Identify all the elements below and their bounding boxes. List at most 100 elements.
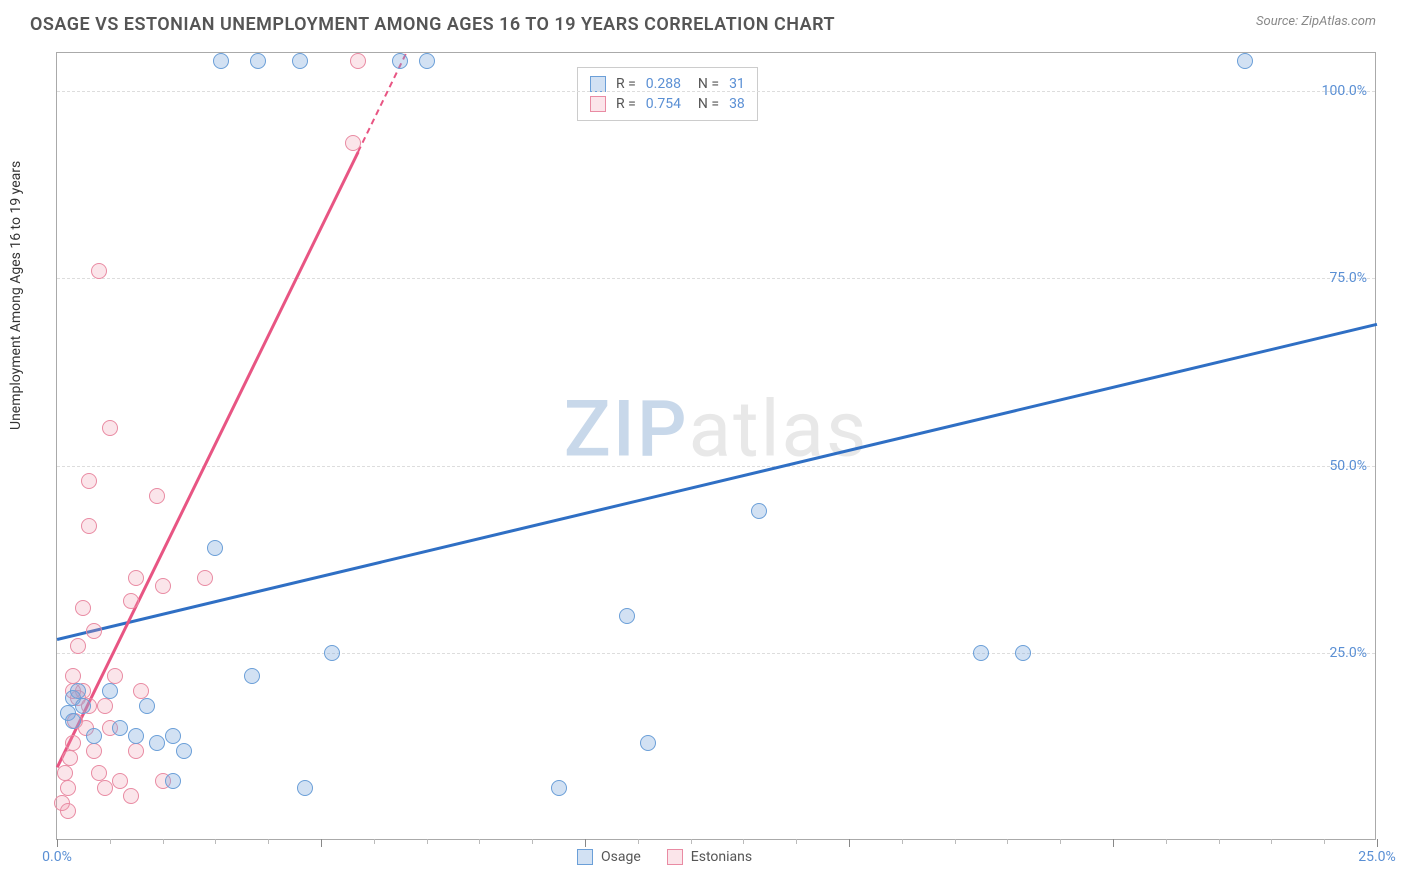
data-point xyxy=(1015,645,1031,661)
data-point xyxy=(551,780,567,796)
chart-title: OSAGE VS ESTONIAN UNEMPLOYMENT AMONG AGE… xyxy=(30,14,835,35)
data-point xyxy=(123,788,139,804)
xtick-minor xyxy=(1271,839,1272,844)
ytick-label: 75.0% xyxy=(1329,270,1367,286)
xtick-major xyxy=(57,839,58,847)
data-point xyxy=(165,728,181,744)
xtick-major xyxy=(1113,839,1114,847)
swatch-pink-icon xyxy=(590,96,606,112)
watermark-fade: atlas xyxy=(689,385,869,476)
xtick-minor xyxy=(691,839,692,844)
data-point xyxy=(70,683,86,699)
data-point xyxy=(91,263,107,279)
trend-line xyxy=(56,151,359,767)
data-point xyxy=(86,743,102,759)
data-point xyxy=(250,53,266,69)
data-point xyxy=(128,570,144,586)
data-point xyxy=(65,713,81,729)
data-point xyxy=(640,735,656,751)
watermark-bold: ZIP xyxy=(564,385,689,476)
ytick-label: 50.0% xyxy=(1329,458,1367,474)
stat-r-label: R = xyxy=(616,96,636,112)
xtick-minor xyxy=(532,839,533,844)
data-point xyxy=(62,750,78,766)
stat-n-value: 38 xyxy=(729,96,745,112)
data-point xyxy=(207,540,223,556)
data-point xyxy=(60,780,76,796)
data-point xyxy=(213,53,229,69)
data-point xyxy=(75,698,91,714)
data-point xyxy=(292,53,308,69)
xtick-minor xyxy=(1060,839,1061,844)
data-point xyxy=(324,645,340,661)
data-point xyxy=(155,578,171,594)
xtick-minor xyxy=(796,839,797,844)
data-point xyxy=(128,743,144,759)
data-point xyxy=(133,683,149,699)
scatter-chart: ZIPatlas R = 0.288 N = 31 R = 0.754 N = … xyxy=(56,52,1376,840)
data-point xyxy=(176,743,192,759)
xtick-minor xyxy=(1007,839,1008,844)
source-label: Source: ZipAtlas.com xyxy=(1256,14,1376,29)
data-point xyxy=(112,773,128,789)
legend-item-estonians: Estonians xyxy=(667,849,752,865)
gridline xyxy=(57,466,1375,467)
gridline xyxy=(57,653,1375,654)
data-point xyxy=(149,735,165,751)
gridline xyxy=(57,278,1375,279)
data-point xyxy=(107,668,123,684)
data-point xyxy=(1237,53,1253,69)
y-axis-label: Unemployment Among Ages 16 to 19 years xyxy=(8,161,24,430)
data-point xyxy=(244,668,260,684)
data-point xyxy=(75,600,91,616)
data-point xyxy=(197,570,213,586)
data-point xyxy=(973,645,989,661)
legend-label: Osage xyxy=(601,849,641,865)
data-point xyxy=(297,780,313,796)
xtick-major xyxy=(849,839,850,847)
legend-label: Estonians xyxy=(691,849,752,865)
stat-n-label: N = xyxy=(691,96,719,112)
ytick-label: 100.0% xyxy=(1322,83,1367,99)
xtick-minor xyxy=(638,839,639,844)
legend-item-osage: Osage xyxy=(577,849,641,865)
xtick-minor xyxy=(427,839,428,844)
data-point xyxy=(57,765,73,781)
data-point xyxy=(81,518,97,534)
data-point xyxy=(86,728,102,744)
data-point xyxy=(165,773,181,789)
watermark: ZIPatlas xyxy=(564,385,869,476)
stats-row-estonians: R = 0.754 N = 38 xyxy=(590,94,745,114)
data-point xyxy=(102,420,118,436)
data-point xyxy=(97,698,113,714)
trend-line xyxy=(57,323,1378,641)
xtick-minor xyxy=(902,839,903,844)
gridline xyxy=(57,91,1375,92)
swatch-blue-icon xyxy=(577,849,593,865)
xtick-minor xyxy=(955,839,956,844)
data-point xyxy=(91,765,107,781)
data-point xyxy=(97,780,113,796)
xtick-label: 25.0% xyxy=(1358,849,1396,865)
xtick-label: 0.0% xyxy=(42,849,72,865)
xtick-minor xyxy=(374,839,375,844)
stat-r-value: 0.754 xyxy=(646,96,681,112)
xtick-minor xyxy=(215,839,216,844)
legend: Osage Estonians xyxy=(577,849,752,865)
data-point xyxy=(128,728,144,744)
data-point xyxy=(102,683,118,699)
data-point xyxy=(350,53,366,69)
data-point xyxy=(392,53,408,69)
xtick-minor xyxy=(163,839,164,844)
data-point xyxy=(123,593,139,609)
xtick-minor xyxy=(268,839,269,844)
xtick-major xyxy=(585,839,586,847)
data-point xyxy=(70,638,86,654)
xtick-major xyxy=(321,839,322,847)
data-point xyxy=(112,720,128,736)
data-point xyxy=(60,803,76,819)
xtick-minor xyxy=(479,839,480,844)
stats-box: R = 0.288 N = 31 R = 0.754 N = 38 xyxy=(577,67,758,121)
data-point xyxy=(65,735,81,751)
swatch-pink-icon xyxy=(667,849,683,865)
